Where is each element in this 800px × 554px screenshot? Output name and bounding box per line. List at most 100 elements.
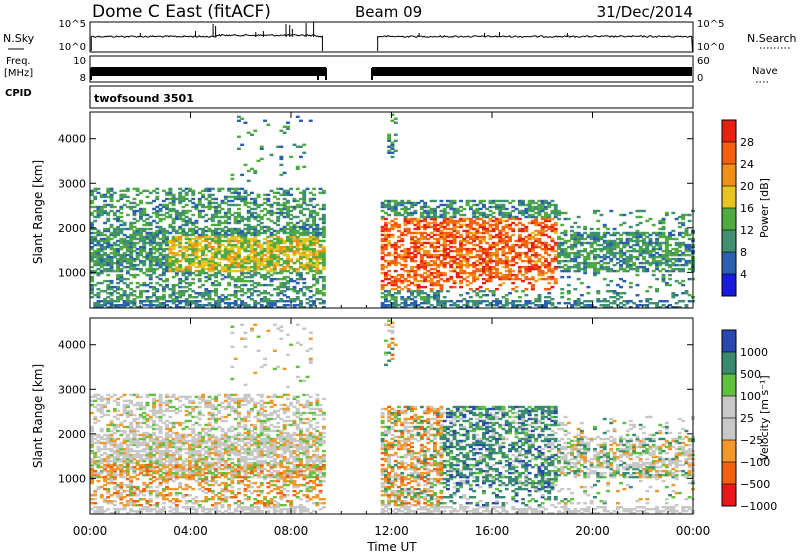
- range-cell: [393, 296, 398, 299]
- range-cell: [223, 247, 228, 251]
- range-cell: [491, 211, 496, 215]
- range-cell: [530, 259, 535, 263]
- range-cell: [250, 239, 254, 243]
- range-cell: [563, 259, 568, 263]
- range-cell: [93, 453, 98, 457]
- range-cell: [400, 263, 405, 267]
- range-cell: [155, 290, 160, 293]
- range-cell: [292, 279, 297, 283]
- range-cell: [439, 235, 444, 239]
- range-cell: [191, 233, 196, 237]
- range-cell: [276, 255, 281, 259]
- range-cell: [171, 300, 176, 303]
- range-cell: [165, 215, 169, 219]
- range-cell: [661, 219, 666, 223]
- range-cell: [544, 257, 548, 261]
- range-cell: [671, 294, 676, 297]
- range-cell: [397, 277, 401, 281]
- range-cell: [266, 211, 271, 215]
- range-cell: [116, 455, 120, 459]
- range-cell: [459, 235, 463, 239]
- range-cell: [292, 300, 297, 303]
- range-cell: [308, 261, 313, 265]
- range-cell: [442, 221, 447, 225]
- range-cell: [452, 279, 457, 283]
- range-cell: [321, 191, 326, 195]
- range-cell: [645, 241, 650, 245]
- range-cell: [485, 288, 490, 291]
- range-cell: [282, 247, 287, 251]
- range-cell: [184, 300, 189, 303]
- range-cell: [602, 277, 607, 281]
- range-cell: [93, 417, 98, 421]
- range-cell: [419, 255, 424, 259]
- range-cell: [498, 203, 503, 207]
- range-cell: [299, 227, 303, 231]
- range-cell: [125, 227, 130, 231]
- range-cell: [269, 189, 274, 193]
- range-cell: [286, 249, 290, 253]
- range-cell: [557, 237, 561, 241]
- range-cell: [495, 225, 499, 229]
- range-cell: [214, 279, 218, 283]
- range-cell: [269, 235, 274, 239]
- range-cell: [462, 271, 467, 275]
- range-cell: [468, 247, 473, 251]
- range-cell: [237, 207, 241, 211]
- range-cell: [472, 243, 477, 247]
- range-cell: [204, 197, 209, 201]
- range-cell: [501, 219, 506, 223]
- range-cell: [517, 257, 522, 261]
- range-cell: [266, 243, 271, 247]
- range-cell: [419, 199, 424, 203]
- range-cell: [429, 243, 434, 247]
- range-cell: [579, 294, 584, 297]
- range-cell: [674, 251, 679, 255]
- range-cell: [184, 269, 189, 273]
- range-cell: [240, 173, 245, 177]
- range-cell: [593, 257, 597, 261]
- range-cell: [178, 269, 183, 273]
- range-cell: [103, 237, 107, 241]
- range-cell: [178, 239, 183, 243]
- range-cell: [246, 229, 251, 233]
- range-cell: [544, 223, 548, 227]
- range-cell: [227, 294, 232, 297]
- range-cell: [661, 231, 666, 235]
- range-cell: [155, 233, 160, 237]
- range-cell: [197, 197, 202, 201]
- range-cell: [223, 263, 228, 267]
- range-cell: [537, 296, 542, 299]
- range-cell: [106, 285, 111, 289]
- range-cell: [204, 259, 209, 263]
- range-cell: [243, 227, 248, 231]
- range-cell: [93, 231, 98, 235]
- range-cell: [419, 279, 424, 283]
- range-cell: [446, 253, 450, 257]
- range-cell: [158, 261, 163, 265]
- range-cell: [109, 281, 114, 285]
- range-cell: [178, 294, 183, 297]
- range-cell: [250, 207, 254, 211]
- range-cell: [96, 435, 101, 439]
- range-cell: [622, 279, 627, 283]
- range-cell: [246, 265, 251, 269]
- range-cell: [426, 225, 431, 229]
- range-cell: [168, 215, 173, 219]
- range-cell: [109, 255, 114, 259]
- range-cell: [573, 265, 578, 269]
- range-cell: [227, 229, 232, 233]
- range-cell: [116, 277, 120, 281]
- range-cell: [397, 223, 401, 227]
- range-cell: [148, 275, 153, 279]
- range-cell: [103, 437, 107, 441]
- range-cell: [406, 247, 411, 251]
- range-cell: [125, 213, 130, 217]
- range-cell: [188, 296, 192, 299]
- range-cell: [122, 233, 127, 237]
- range-cell: [99, 441, 104, 445]
- range-cell: [413, 271, 418, 275]
- range-cell: [174, 261, 179, 265]
- range-cell: [612, 231, 617, 235]
- range-cell: [279, 267, 284, 271]
